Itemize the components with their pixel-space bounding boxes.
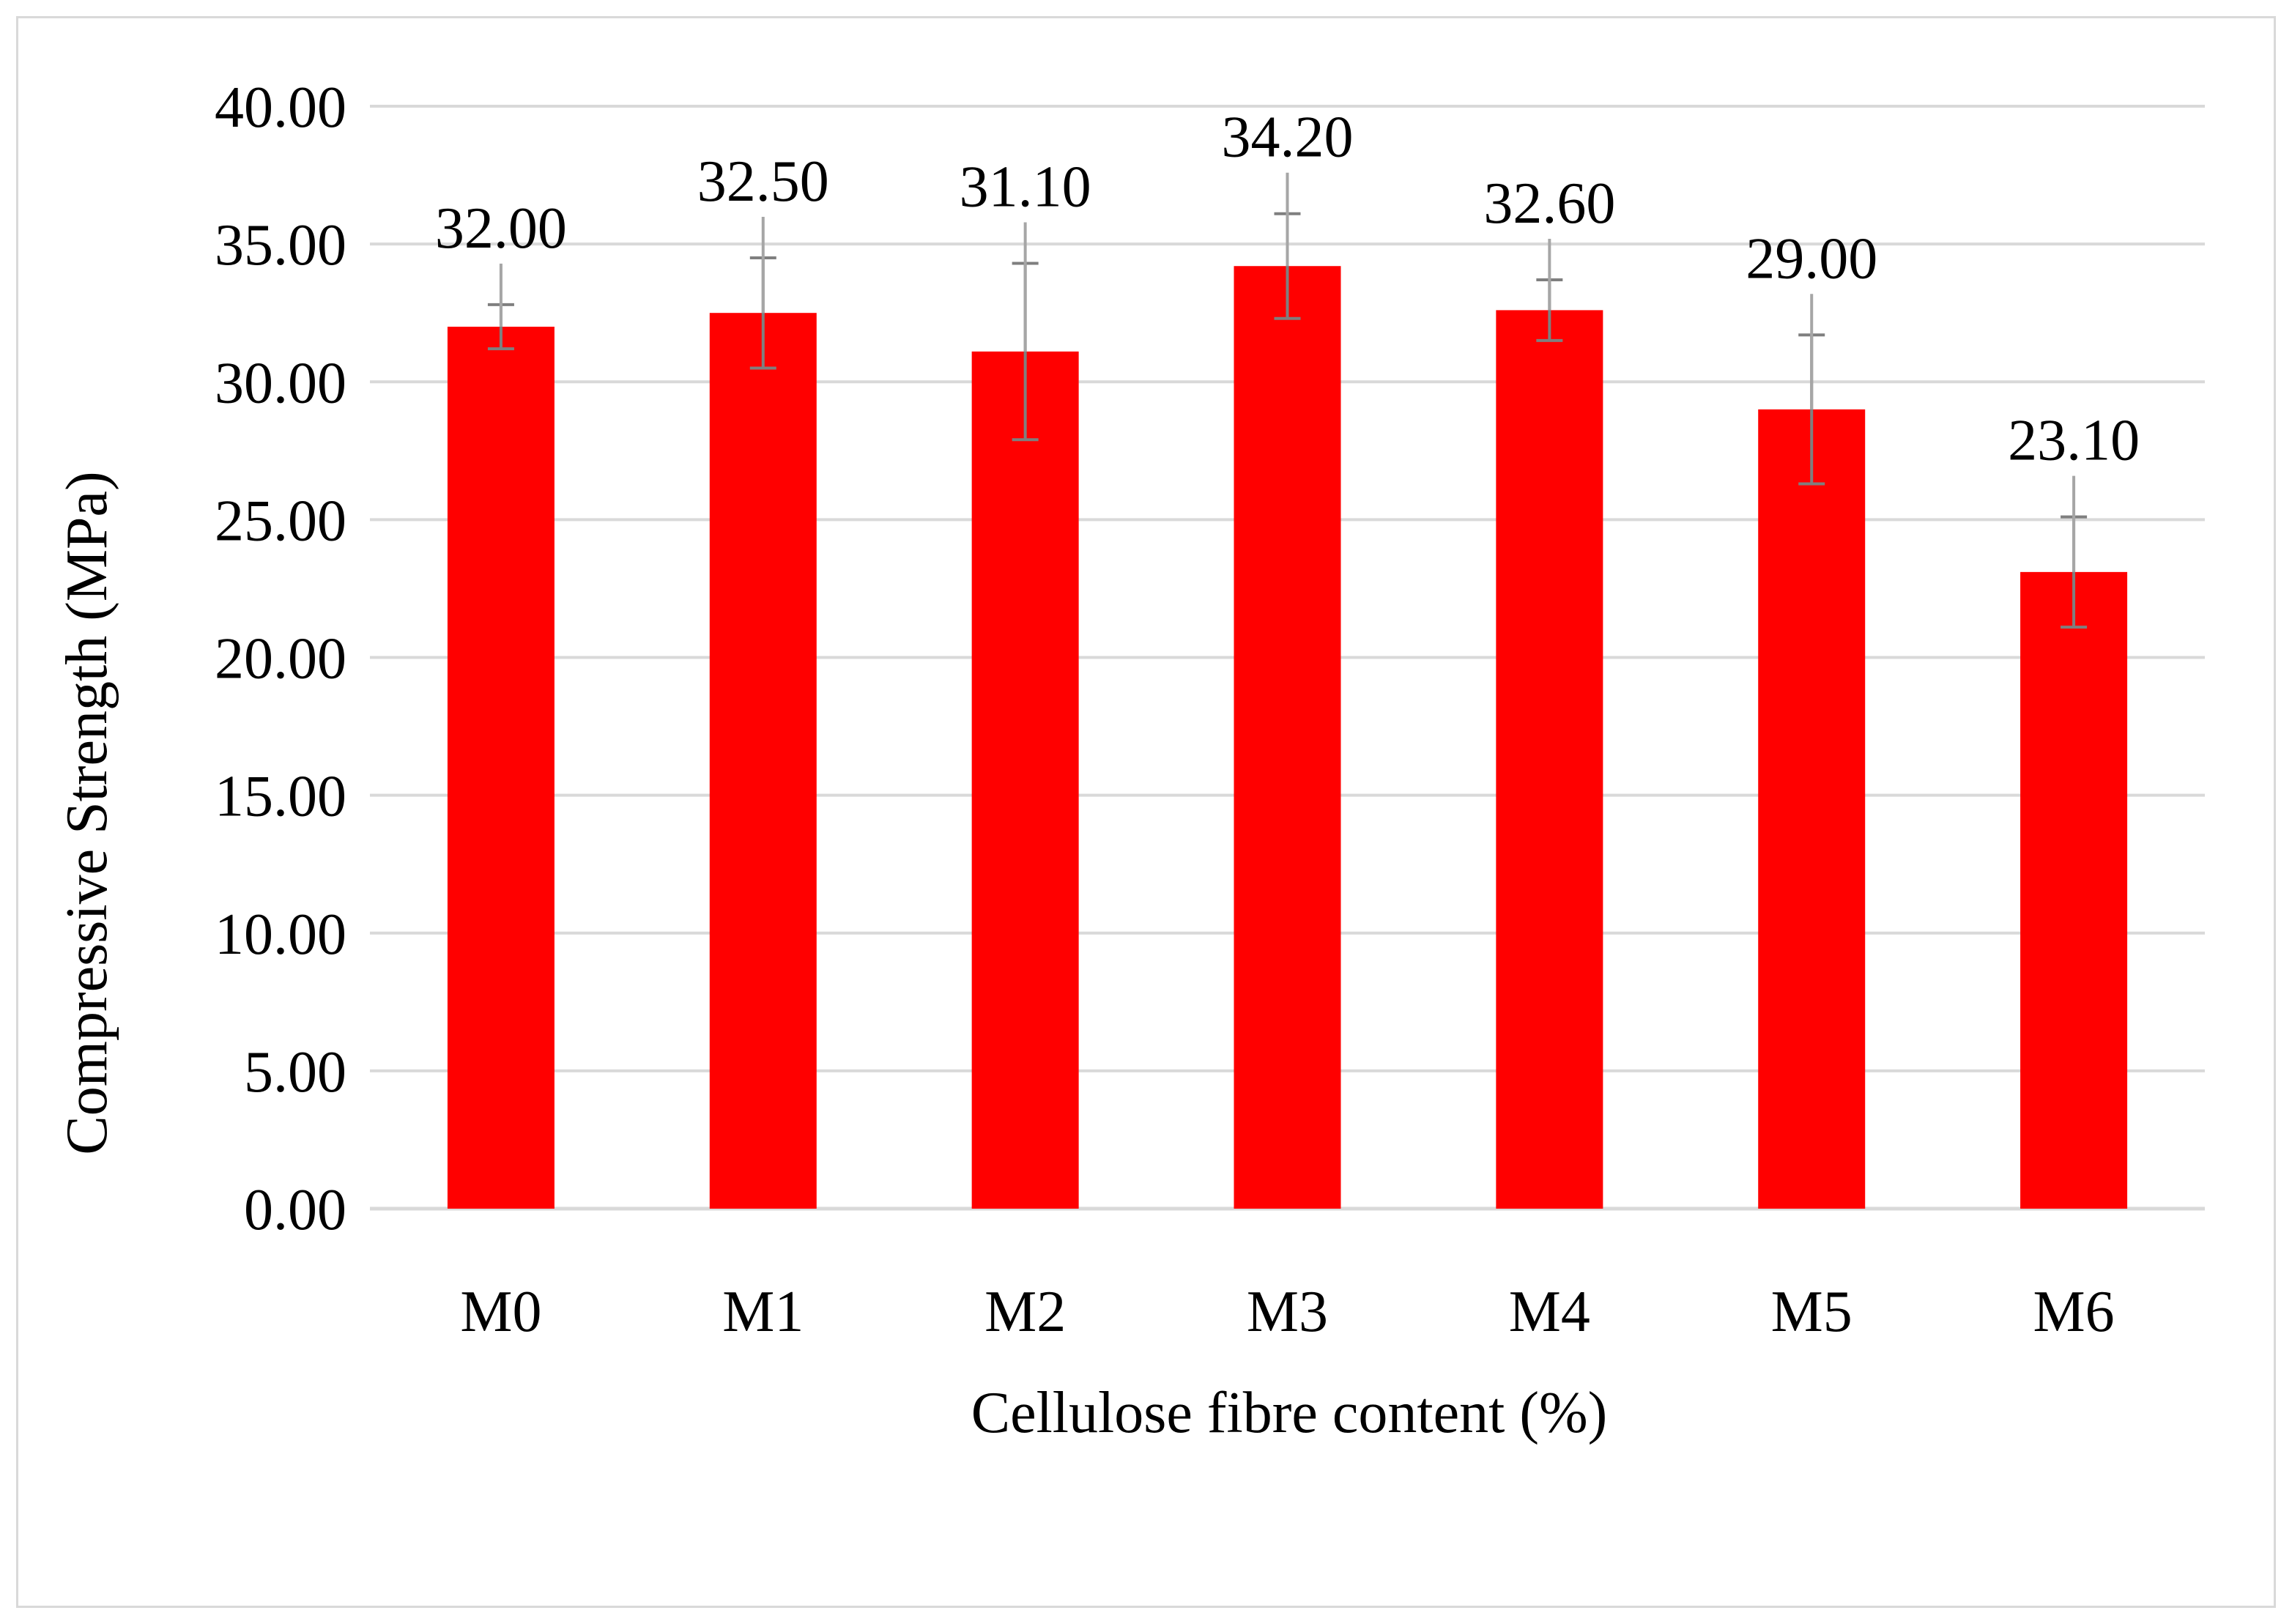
bar-chart: 0.00 5.00 10.00 15.00 20.00 25.00 30.00 35.00 40…	[55, 75, 2205, 1445]
y-tick-label: 35.00	[215, 213, 346, 278]
x-tick-label: M4	[1509, 1280, 1590, 1344]
x-tick-label: M5	[1771, 1280, 1852, 1344]
y-tick-label: 25.00	[215, 489, 346, 553]
x-tick-labels: M0 M1 M2 M3 M4 M5 M6	[460, 1280, 2114, 1344]
bar	[2020, 571, 2128, 1209]
data-label: 34.20	[1222, 105, 1354, 170]
data-label: 29.00	[1746, 226, 1877, 291]
bar	[1234, 266, 1341, 1209]
bar	[447, 327, 555, 1209]
x-tick-label: M1	[722, 1280, 804, 1344]
data-label: 32.50	[697, 149, 829, 214]
x-axis-title: Cellulose fibre content (%)	[971, 1381, 1608, 1445]
y-tick-label: 5.00	[244, 1040, 346, 1105]
bar	[1496, 310, 1603, 1209]
y-tick-labels: 0.00 5.00 10.00 15.00 20.00 25.00 30.00 35.00 40…	[215, 75, 346, 1242]
y-tick-label: 20.00	[215, 627, 346, 692]
chart-frame: 0.00 5.00 10.00 15.00 20.00 25.00 30.00 35.00 40…	[16, 16, 2276, 1608]
x-tick-label: M0	[460, 1280, 541, 1344]
bars	[447, 266, 2128, 1209]
y-tick-label: 40.00	[215, 75, 346, 140]
y-tick-label: 10.00	[215, 902, 346, 967]
y-axis-title: Compressive Strength (MPa)	[55, 471, 119, 1154]
data-label: 32.00	[435, 196, 567, 261]
leader-lines	[499, 172, 2076, 572]
y-tick-label: 0.00	[244, 1178, 346, 1242]
x-tick-label: M6	[2033, 1280, 2115, 1344]
y-tick-label: 30.00	[215, 351, 346, 415]
data-label: 23.10	[2008, 409, 2140, 473]
data-label: 32.60	[1483, 171, 1615, 236]
bar	[971, 351, 1079, 1209]
bar	[709, 313, 817, 1209]
value-labels: 32.00 32.50 31.10 34.20 32.60 29.00 23.10	[435, 105, 2140, 473]
x-tick-label: M2	[984, 1280, 1066, 1344]
data-label: 31.10	[960, 155, 1091, 219]
bar	[1758, 409, 1866, 1209]
y-tick-label: 15.00	[215, 765, 346, 829]
x-tick-label: M3	[1247, 1280, 1328, 1344]
